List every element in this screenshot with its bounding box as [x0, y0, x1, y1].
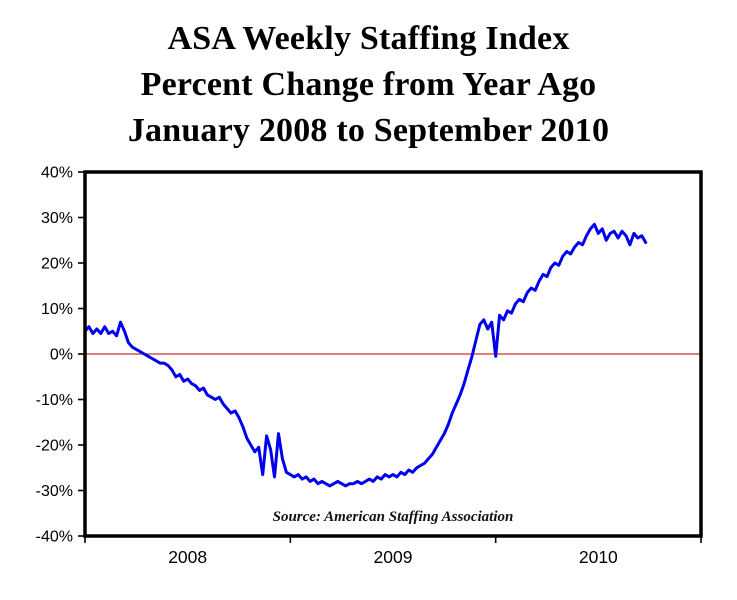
y-tick-label: 30%	[41, 210, 73, 227]
staffing-line-chart: 40% 30% 20% 10% 0% -10% -20% -30% -40% 2008 2009 20…	[36, 165, 703, 567]
x-tick-label: 2010	[579, 547, 618, 567]
chart-title: ASA Weekly Staffing Index Percent Change…	[0, 0, 737, 154]
y-tick-label: 40%	[41, 165, 73, 182]
chart-title-line-3: January 2008 to September 2010	[127, 112, 610, 149]
y-tick-label: -20%	[36, 438, 73, 455]
chart-area: 40% 30% 20% 10% 0% -10% -20% -30% -40% 2008 2009 20…	[0, 154, 737, 600]
x-tick-label: 2008	[168, 547, 207, 567]
y-tick-label: 10%	[41, 301, 73, 318]
chart-title-line-1: ASA Weekly Staffing Index	[167, 20, 570, 57]
y-tick-label: -10%	[36, 392, 73, 409]
y-tick-label: 20%	[41, 256, 73, 273]
y-tick-label: -40%	[36, 529, 73, 546]
chart-title-line-2: Percent Change from Year Ago	[140, 66, 597, 103]
y-tick-label: 0%	[50, 347, 73, 364]
x-tick-label: 2009	[374, 547, 413, 567]
y-tick-label: -30%	[36, 483, 73, 500]
series-line	[83, 222, 648, 488]
